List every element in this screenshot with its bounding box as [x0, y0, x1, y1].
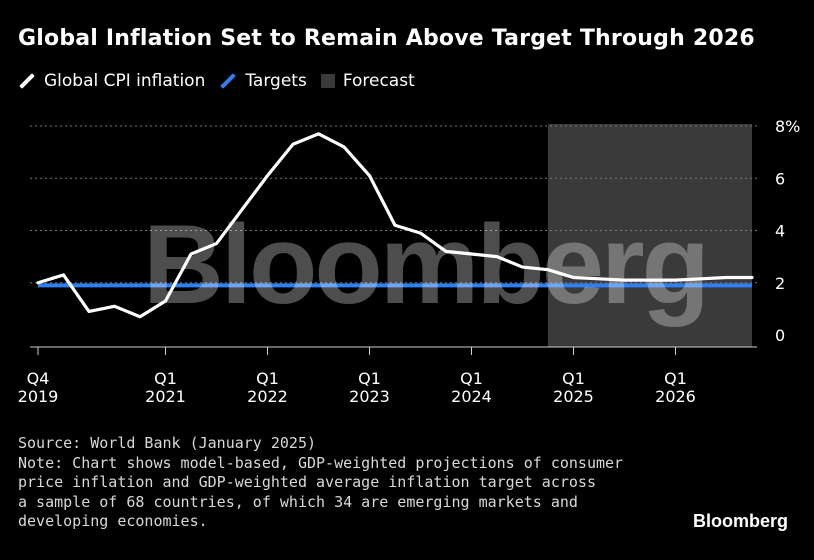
legend-label-targets: Targets [245, 71, 307, 91]
legend-item-targets: Targets [219, 71, 307, 91]
x-tick-label: Q1 [256, 369, 279, 388]
x-tick-label: Q1 [358, 369, 381, 388]
x-tick-label: 2023 [349, 387, 390, 406]
bloomberg-logo: Bloomberg [692, 511, 788, 531]
note-line: price inflation and GDP-weighted average… [18, 473, 596, 491]
y-tick-label: 2 [775, 274, 785, 293]
x-tick-label: 2019 [18, 387, 59, 406]
legend-item-cpi: Global CPI inflation [18, 71, 205, 91]
chart-footer: Source: World Bank (January 2025) Note: … [18, 434, 623, 532]
x-tick-label: Q1 [154, 369, 177, 388]
chart-legend: Global CPI inflation Targets Forecast [18, 70, 429, 92]
x-tick-label: 2025 [553, 387, 594, 406]
x-tick-label: 2022 [247, 387, 288, 406]
x-tick-label: Q1 [664, 369, 687, 388]
legend-label-cpi: Global CPI inflation [44, 71, 206, 91]
y-tick-label: 8% [775, 117, 800, 136]
line-chart: 8%6420Q42019Q12021Q12022Q12023Q12024Q120… [18, 117, 801, 406]
note-line: a sample of 68 countries, of which 34 ar… [18, 492, 578, 511]
x-tick-label: 2026 [655, 387, 696, 406]
note-line: Note: Chart shows model-based, GDP-weigh… [18, 453, 624, 472]
x-tick-label: Q1 [562, 369, 585, 388]
y-tick-label: 0 [775, 326, 785, 345]
x-tick-label: Q1 [460, 369, 483, 388]
legend-item-forecast: Forecast [320, 71, 415, 91]
chart-title: Global Inflation Set to Remain Above Tar… [18, 26, 755, 51]
x-tick-label: 2024 [451, 387, 492, 406]
x-tick-label: Q4 [27, 369, 50, 388]
y-tick-label: 6 [775, 169, 785, 188]
x-tick-label: 2021 [145, 387, 186, 406]
forecast-swatch-icon [320, 74, 335, 88]
legend-label-forecast: Forecast [342, 71, 415, 91]
source-text: Source: World Bank (January 2025) [18, 434, 317, 452]
forecast-region [548, 124, 752, 347]
y-tick-label: 4 [775, 222, 785, 241]
cpi-inflation-line [36, 132, 754, 319]
note-line: developing economies. [18, 512, 208, 530]
